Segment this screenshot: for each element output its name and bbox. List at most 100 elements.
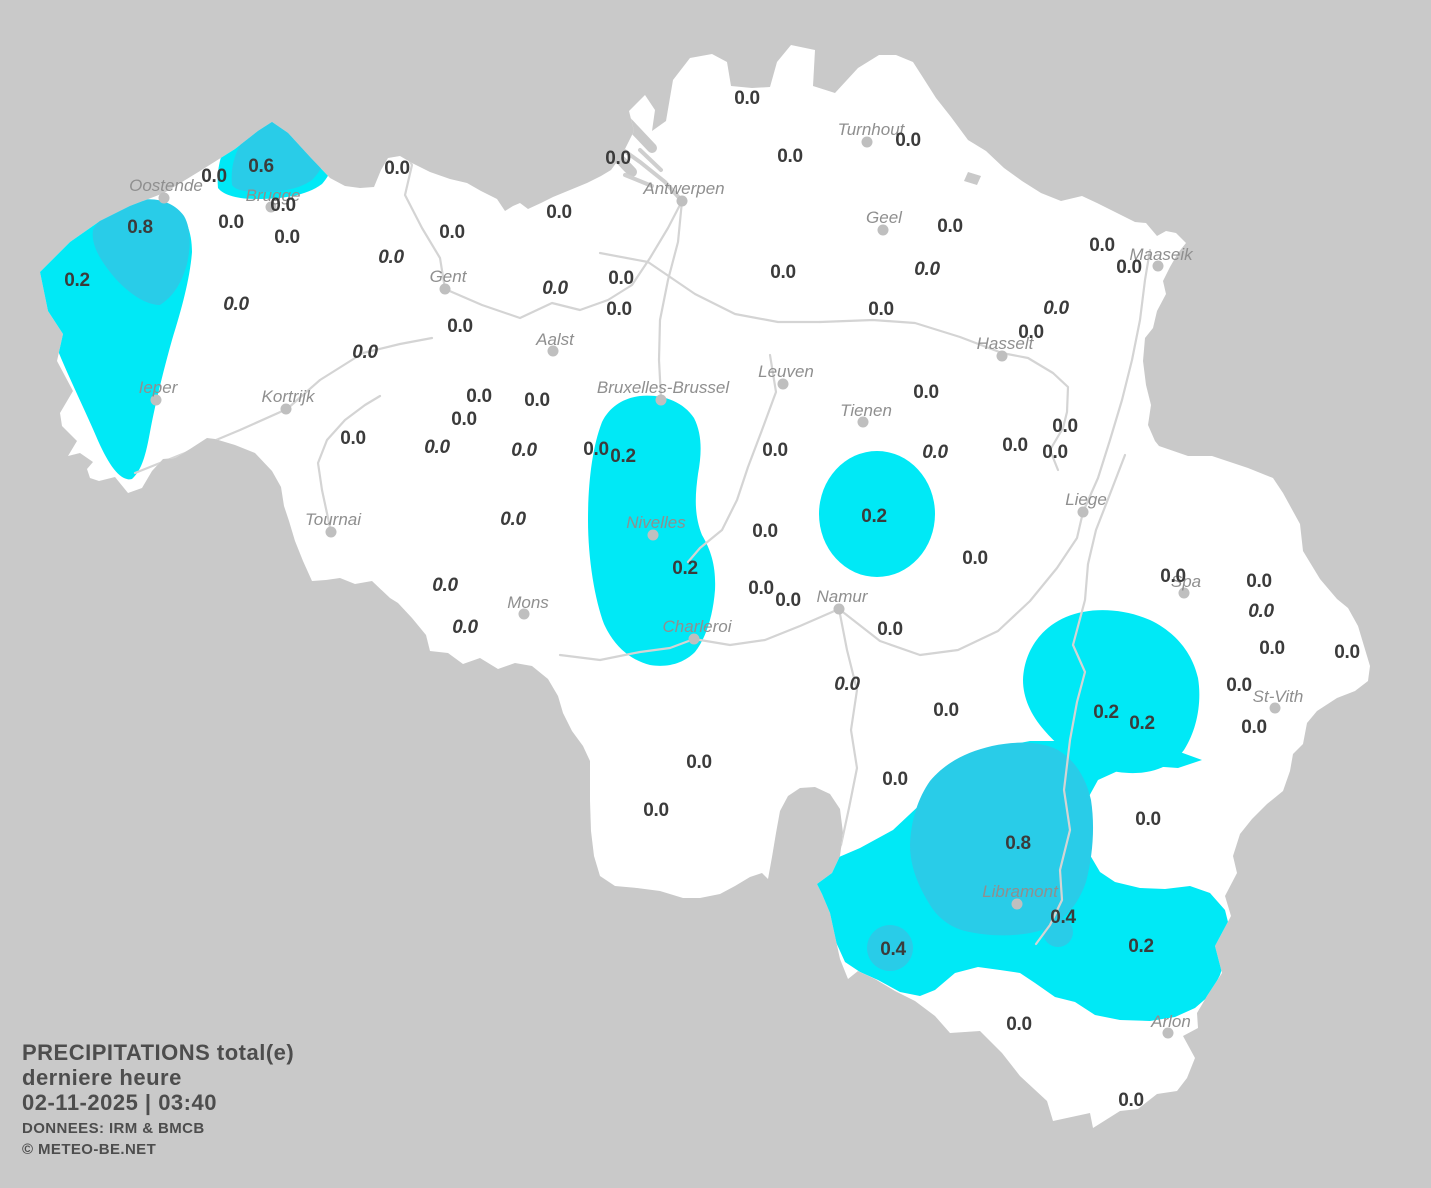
city-label-namur: Namur [816, 587, 868, 606]
precip-value: 0.0 [511, 440, 537, 461]
precip-value: 0.0 [583, 439, 609, 460]
copyright-note: © METEO-BE.NET [22, 1141, 157, 1158]
precip-value: 0.0 [962, 548, 988, 569]
precip-value: 0.0 [500, 509, 526, 530]
city-label-brugge: Brugge [245, 186, 301, 205]
city-dot-spa [1178, 587, 1190, 599]
precip-value: 0.0 [1135, 809, 1161, 830]
precip-value: 0.0 [834, 674, 860, 695]
precip-value: 0.4 [880, 939, 906, 960]
boundary-canal-east [598, 251, 822, 324]
boundary-antwerpen-brussels [657, 199, 684, 400]
precip-value: 0.2 [861, 506, 887, 527]
precip-value: 0.0 [352, 342, 378, 363]
boundary-demer [818, 318, 1070, 472]
precip-value: 0.0 [605, 148, 631, 169]
city-dot-ieper [150, 394, 162, 406]
precip-value: 0.2 [64, 270, 90, 291]
antwerp-port-canal-2 [623, 173, 654, 188]
precip-value: 0.0 [524, 390, 550, 411]
precip-value: 0.0 [223, 294, 249, 315]
city-label-mons: Mons [507, 593, 549, 612]
city-label-antwerpen: Antwerpen [643, 179, 725, 198]
city-label-nivelles: Nivelles [626, 513, 686, 532]
precip-value: 0.0 [606, 299, 632, 320]
boundary-tournai-line [316, 394, 382, 534]
map-title: PRECIPITATIONS total(e) [22, 1040, 295, 1065]
precip-value: 0.0 [913, 382, 939, 403]
city-dot-oostende [158, 192, 170, 204]
precip-value: 0.0 [1042, 442, 1068, 463]
city-label-st-vith: St-Vith [1252, 687, 1304, 706]
precip-value: 0.0 [914, 259, 940, 280]
precip-value: 0.0 [775, 590, 801, 611]
precip-value: 0.0 [895, 130, 921, 151]
precip-value: 0.0 [752, 521, 778, 542]
precip-value: 0.0 [877, 619, 903, 640]
city-label-charleroi: Charleroi [662, 617, 732, 636]
precip-value: 0.0 [1246, 571, 1272, 592]
precip-value: 0.0 [452, 617, 478, 638]
city-dot-libramont [1011, 898, 1023, 910]
city-dot-st-vith [1269, 702, 1281, 714]
precip-value: 0.0 [274, 227, 300, 248]
precip-value: 0.0 [686, 752, 712, 773]
precip-value: 0.0 [1018, 322, 1044, 343]
precip-value: 0.0 [466, 386, 492, 407]
precip-value: 0.8 [127, 217, 153, 238]
precip-value: 0.0 [1052, 416, 1078, 437]
city-label-arlon: Arlon [1151, 1012, 1191, 1031]
data-source: DONNEES: IRM & BMCB [22, 1120, 205, 1137]
precip-value: 0.0 [643, 800, 669, 821]
precip-value: 0.0 [1006, 1014, 1032, 1035]
precip-value: 0.0 [424, 437, 450, 458]
city-label-tienen: Tienen [840, 401, 892, 420]
precip-area-ardennes-core [910, 742, 1094, 936]
city-label-oostende: Oostende [129, 176, 203, 195]
baarle-enclave [964, 172, 981, 185]
precip-value: 0.0 [447, 316, 473, 337]
precip-value: 0.0 [1241, 717, 1267, 738]
precip-value: 0.0 [218, 212, 244, 233]
precip-value: 0.0 [439, 222, 465, 243]
precip-value: 0.2 [672, 558, 698, 579]
city-dot-brugge [265, 201, 277, 213]
precip-value: 0.6 [248, 156, 274, 177]
city-label-turnhout: Turnhout [837, 120, 905, 139]
precip-value: 0.0 [1118, 1090, 1144, 1111]
precip-value: 0.0 [608, 268, 634, 289]
city-label-hasselt: Hasselt [976, 334, 1034, 353]
precip-value: 0.2 [1128, 936, 1154, 957]
precip-value: 0.0 [542, 278, 568, 299]
city-dot-mons [518, 608, 530, 620]
precip-value: 0.0 [340, 428, 366, 449]
city-dot-arlon [1162, 1027, 1174, 1039]
city-dot-turnhout [861, 136, 873, 148]
city-dot-nivelles [647, 529, 659, 541]
precip-value: 0.0 [937, 216, 963, 237]
river-meuse-north [1081, 248, 1152, 514]
boundary-gent-antwerpen [443, 199, 684, 320]
city-dot-tournai [325, 526, 337, 538]
precip-value: 0.0 [432, 575, 458, 596]
map-datetime: 02-11-2025 | 03:40 [22, 1090, 217, 1115]
map-subtitle: derniere heure [22, 1065, 182, 1090]
city-dot-liege [1077, 506, 1089, 518]
city-label-geel: Geel [866, 208, 902, 227]
precip-spot-south-west [867, 925, 913, 971]
city-label-liege: Liege [1065, 490, 1107, 509]
city-dot-tienen [857, 416, 869, 428]
precip-value: 0.0 [922, 442, 948, 463]
city-label-bruxelles-brussel: Bruxelles-Brussel [596, 378, 730, 397]
precip-value: 0.0 [1259, 638, 1285, 659]
city-dot-gent [439, 283, 451, 295]
river-meuse-south [830, 607, 859, 870]
precip-value: 0.0 [1089, 235, 1115, 256]
precip-value: 0.0 [748, 578, 774, 599]
city-label-kortrijk: Kortrijk [261, 387, 315, 406]
precip-value: 0.0 [1334, 642, 1360, 663]
boundary-dyle [686, 353, 778, 564]
precip-value: 0.0 [1002, 435, 1028, 456]
